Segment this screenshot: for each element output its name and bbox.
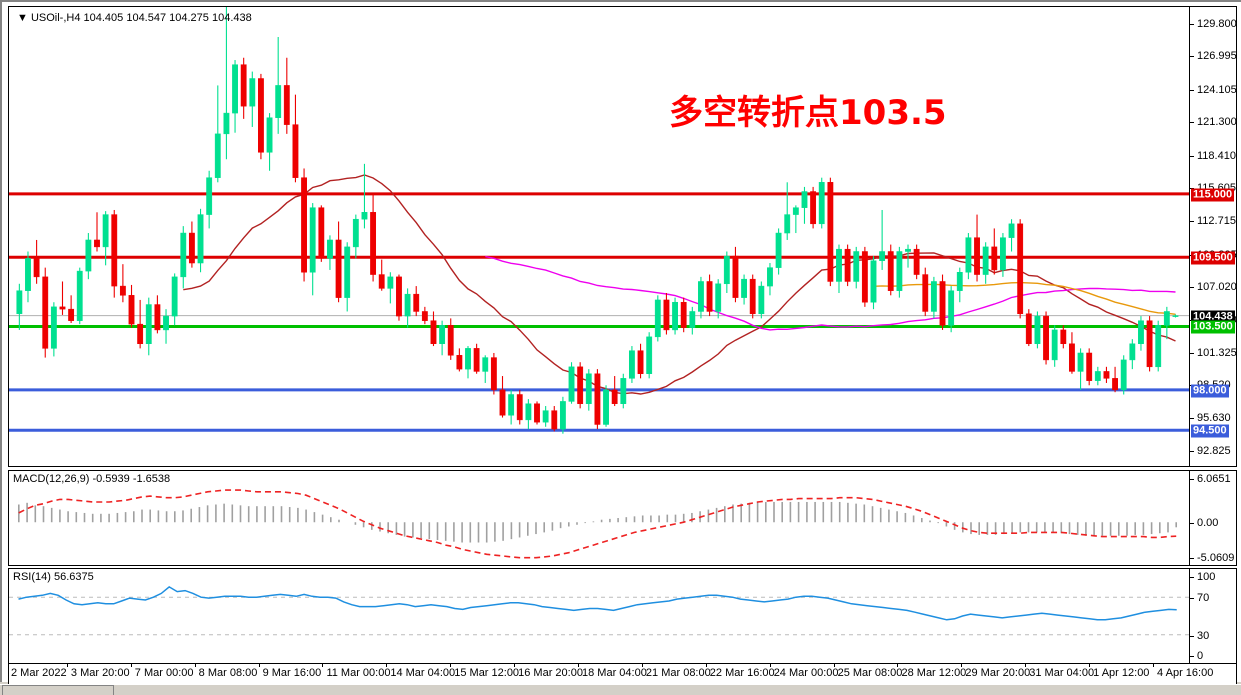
- time-axis-tickmark: [769, 664, 771, 667]
- triangle-down-icon[interactable]: ▼: [17, 12, 28, 24]
- time-axis-tickmark: [322, 664, 324, 667]
- time-axis-label: 29 Mar 20:00: [965, 667, 1031, 679]
- time-axis-tickmark: [66, 664, 68, 667]
- price-level-tag[interactable]: 98.000: [1191, 384, 1229, 398]
- time-axis-tickmark: [386, 664, 388, 667]
- chart-annotation-text: 多空转折点103.5: [669, 93, 947, 133]
- time-axis-label: 9 Mar 16:00: [262, 667, 322, 679]
- time-axis-label: 1 Apr 12:00: [1093, 667, 1150, 679]
- price-level-tag[interactable]: 115.000: [1191, 188, 1235, 202]
- time-axis-tickmark: [1089, 664, 1091, 667]
- macd-axis-tick: 6.0651: [1190, 473, 1231, 485]
- time-axis-label: 7 Mar 00:00: [134, 667, 194, 679]
- price-axis-tick: 92.825: [1190, 445, 1231, 457]
- price-level-tag[interactable]: 109.500: [1191, 251, 1235, 265]
- time-axis-tickmark: [258, 664, 260, 667]
- time-axis-label: 21 Mar 08:00: [645, 667, 711, 679]
- time-axis-tickmark: [514, 664, 516, 667]
- price-axis-tick: 129.800: [1190, 18, 1237, 30]
- macd-axis-tick: 0.00: [1190, 517, 1218, 529]
- status-strip: [0, 684, 1241, 695]
- time-axis-tickmark: [705, 664, 707, 667]
- macd-label: MACD(12,26,9) -0.5939 -1.6538: [13, 473, 171, 485]
- rsi-plot-area[interactable]: [9, 569, 1191, 663]
- rsi-indicator-panel[interactable]: 100 70 30 0 RSI(14) 56.6375: [8, 568, 1237, 664]
- price-axis-tick: 95.630: [1190, 412, 1231, 424]
- symbol-ohlc-text: USOil-,H4 104.405 104.547 104.275 104.43…: [30, 12, 252, 24]
- rsi-axis-tick: 30: [1190, 630, 1209, 642]
- rsi-axis-tick: 0: [1190, 650, 1203, 662]
- price-axis-tick: 101.325: [1190, 347, 1237, 359]
- price-level-tag[interactable]: 104.438: [1191, 310, 1235, 324]
- time-axis-tickmark: [641, 664, 643, 667]
- chart-tab[interactable]: [2, 685, 114, 695]
- time-axis[interactable]: 2 Mar 2022 3 Mar 20:00 7 Mar 00:00 8 Mar 08…: [8, 664, 1237, 684]
- time-axis-label: 18 Mar 04:00: [582, 667, 647, 679]
- time-axis-label: 28 Mar 12:00: [901, 667, 967, 679]
- time-axis-tickmark: [833, 664, 835, 667]
- price-axis-tick: 126.995: [1190, 50, 1237, 62]
- time-axis-label: 2 Mar 2022: [11, 667, 67, 679]
- time-axis-label: 8 Mar 08:00: [198, 667, 258, 679]
- time-axis-tickmark: [1153, 664, 1155, 667]
- time-axis-label: 24 Mar 00:00: [773, 667, 839, 679]
- time-axis-tickmark: [578, 664, 580, 667]
- macd-axis[interactable]: 6.0651 0.00 -5.0609: [1189, 471, 1236, 565]
- time-axis-label: 14 Mar 04:00: [390, 667, 456, 679]
- rsi-label: RSI(14) 56.6375: [13, 571, 94, 583]
- time-axis-label: 15 Mar 12:00: [454, 667, 520, 679]
- time-axis-tickmark: [194, 664, 196, 667]
- time-axis-tickmark: [897, 664, 899, 667]
- price-plot-area[interactable]: [9, 7, 1191, 466]
- price-axis[interactable]: 129.800126.995124.105121.300118.410115.6…: [1189, 7, 1237, 466]
- rsi-axis[interactable]: 100 70 30 0: [1189, 569, 1236, 663]
- time-axis-tickmark: [450, 664, 452, 667]
- time-axis-tickmark: [1025, 664, 1027, 667]
- macd-plot-area[interactable]: [9, 471, 1191, 565]
- price-level-tag[interactable]: 94.500: [1191, 424, 1229, 438]
- price-axis-tick: 107.020: [1190, 281, 1237, 293]
- price-chart-panel[interactable]: 129.800126.995124.105121.300118.410115.6…: [8, 6, 1237, 467]
- time-axis-label: 25 Mar 08:00: [837, 667, 903, 679]
- time-axis-label: 4 Apr 16:00: [1157, 667, 1214, 679]
- symbol-ohlc-header: ▼ USOil-,H4 104.405 104.547 104.275 104.…: [17, 12, 252, 24]
- time-axis-label: 16 Mar 20:00: [518, 667, 583, 679]
- time-axis-label: 11 Mar 00:00: [326, 667, 391, 679]
- rsi-axis-tick: 100: [1190, 571, 1215, 583]
- price-level-tag[interactable]: 103.500: [1191, 320, 1235, 334]
- macd-indicator-panel[interactable]: 6.0651 0.00 -5.0609 MACD(12,26,9) -0.5939 …: [8, 470, 1237, 566]
- macd-axis-tick: -5.0609: [1190, 552, 1234, 564]
- time-axis-label: 3 Mar 20:00: [70, 667, 130, 679]
- rsi-axis-tick: 70: [1190, 592, 1209, 604]
- price-axis-tick: 121.300: [1190, 116, 1237, 128]
- time-axis-tickmark: [961, 664, 963, 667]
- price-axis-tick: 118.410: [1190, 150, 1236, 162]
- time-axis-tickmark: [130, 664, 132, 667]
- price-axis-tick: 124.105: [1190, 84, 1237, 96]
- price-axis-tick: 112.715: [1190, 215, 1236, 227]
- time-axis-label: 31 Mar 04:00: [1029, 667, 1095, 679]
- time-axis-label: 22 Mar 16:00: [709, 667, 775, 679]
